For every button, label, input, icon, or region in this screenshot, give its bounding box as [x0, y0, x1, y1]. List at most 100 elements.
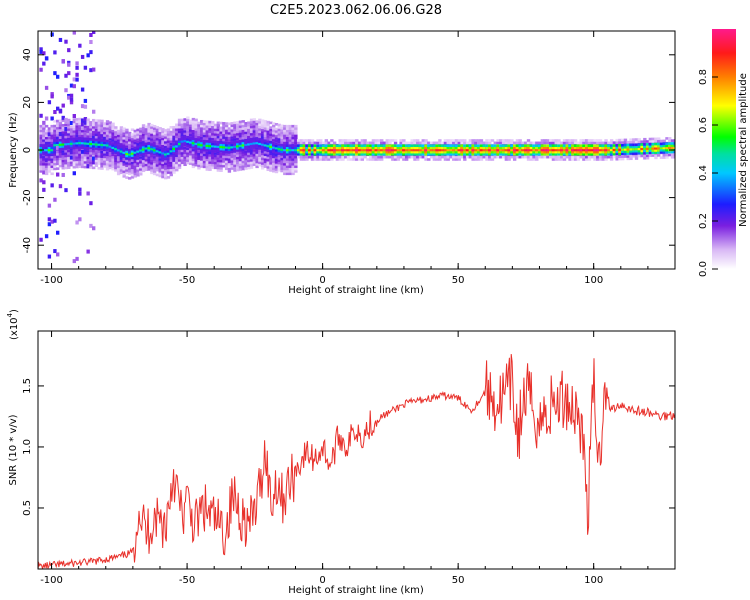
heatmap-cell	[540, 155, 545, 159]
heatmap-cell	[260, 155, 265, 158]
heatmap-cell	[540, 144, 545, 148]
heatmap-cell	[659, 148, 664, 152]
heatmap-cell	[216, 138, 221, 141]
heatmap-cell	[263, 131, 268, 135]
heatmap-cell	[404, 158, 409, 161]
heatmap-cell	[302, 150, 306, 154]
heatmap-cell	[89, 149, 93, 153]
heatmap-cell	[150, 123, 154, 127]
heatmap-cell	[241, 160, 245, 164]
heatmap-cell	[609, 158, 614, 161]
heatmap-cell	[155, 140, 160, 143]
heatmap-cell	[285, 167, 290, 171]
heatmap-cell	[579, 155, 583, 159]
heatmap-cell	[321, 144, 326, 148]
heatmap-cell	[216, 166, 221, 170]
heatmap-cell	[114, 143, 118, 146]
heatmap-cell	[366, 144, 370, 148]
heatmap-cell	[421, 144, 425, 148]
heatmap-cell	[100, 141, 104, 144]
heatmap-cell	[64, 135, 68, 139]
heatmap-cell	[285, 172, 290, 176]
heatmap-cell	[139, 172, 143, 176]
heatmap-cell	[308, 141, 312, 145]
heatmap-cell	[213, 145, 218, 148]
heatmap-cell	[272, 141, 276, 145]
heatmap-cell	[607, 146, 611, 150]
heatmap-cell	[474, 139, 478, 142]
heatmap-cell	[402, 148, 406, 152]
heatmap-cell	[114, 130, 118, 134]
heatmap-cell	[175, 142, 179, 146]
heatmap-cell	[122, 163, 126, 166]
heatmap-cell	[125, 133, 129, 137]
heatmap-cell	[200, 141, 204, 145]
heatmap-cell	[236, 156, 240, 160]
heatmap-cell	[86, 151, 90, 155]
heatmap-cell	[125, 166, 129, 170]
heatmap-cell	[139, 158, 143, 162]
heatmap-cell	[247, 159, 251, 163]
heatmap-cell	[80, 137, 85, 141]
heatmap-cell	[277, 157, 281, 160]
heatmap-cell	[260, 145, 265, 148]
heatmap-cell	[125, 145, 129, 148]
heatmap-cell	[476, 141, 481, 145]
heatmap-cell	[537, 155, 542, 159]
heatmap-cell	[141, 148, 146, 151]
heatmap-cell	[249, 125, 254, 129]
heatmap-cell	[53, 155, 57, 159]
heatmap-cell	[344, 152, 348, 156]
heatmap-cell	[83, 156, 88, 159]
heatmap-cell	[125, 150, 129, 153]
heatmap-cell	[277, 164, 281, 167]
heatmap-cell	[94, 126, 99, 129]
heatmap-cell	[546, 155, 550, 159]
heatmap-cell	[175, 166, 179, 169]
heatmap-cell	[191, 117, 196, 121]
heatmap-cell	[53, 50, 57, 55]
heatmap-cell	[108, 149, 112, 153]
heatmap-cell	[643, 154, 647, 158]
heatmap-cell	[136, 169, 140, 172]
heatmap-cell	[44, 129, 49, 133]
heatmap-cell	[80, 165, 85, 169]
heatmap-cell	[670, 139, 675, 142]
heatmap-cell	[103, 131, 107, 135]
heatmap-cell	[557, 141, 561, 145]
heatmap-cell	[263, 158, 268, 161]
heatmap-cell	[651, 154, 655, 157]
heatmap-cell	[158, 172, 162, 175]
heatmap-cell	[515, 148, 520, 152]
heatmap-cell	[197, 157, 201, 160]
heatmap-cell	[230, 143, 234, 147]
spectrogram-xtick-label: -100	[40, 275, 63, 286]
heatmap-cell	[332, 148, 337, 152]
heatmap-cell	[313, 144, 317, 148]
heatmap-cell	[158, 165, 162, 168]
heatmap-cell	[61, 126, 65, 130]
heatmap-cell	[103, 165, 107, 168]
heatmap-cell	[283, 170, 287, 173]
heatmap-cell	[609, 155, 614, 159]
heatmap-cell	[274, 148, 279, 152]
heatmap-cell	[626, 157, 630, 161]
heatmap-cell	[247, 166, 251, 170]
heatmap-cell	[183, 163, 187, 167]
heatmap-cell	[205, 165, 209, 169]
heatmap-cell	[188, 148, 193, 151]
heatmap-cell	[222, 160, 226, 163]
heatmap-cell	[72, 120, 76, 124]
heatmap-cell	[141, 131, 146, 134]
heatmap-cell	[344, 141, 348, 145]
heatmap-cell	[53, 136, 57, 140]
heatmap-cell	[368, 155, 373, 159]
heatmap-cell	[643, 137, 647, 141]
heatmap-cell	[551, 155, 556, 159]
heatmap-cell	[632, 143, 636, 147]
heatmap-cell	[296, 152, 301, 156]
heatmap-cell	[418, 152, 423, 156]
heatmap-cell	[58, 145, 63, 149]
heatmap-cell	[296, 144, 301, 148]
heatmap-cell	[283, 146, 287, 150]
